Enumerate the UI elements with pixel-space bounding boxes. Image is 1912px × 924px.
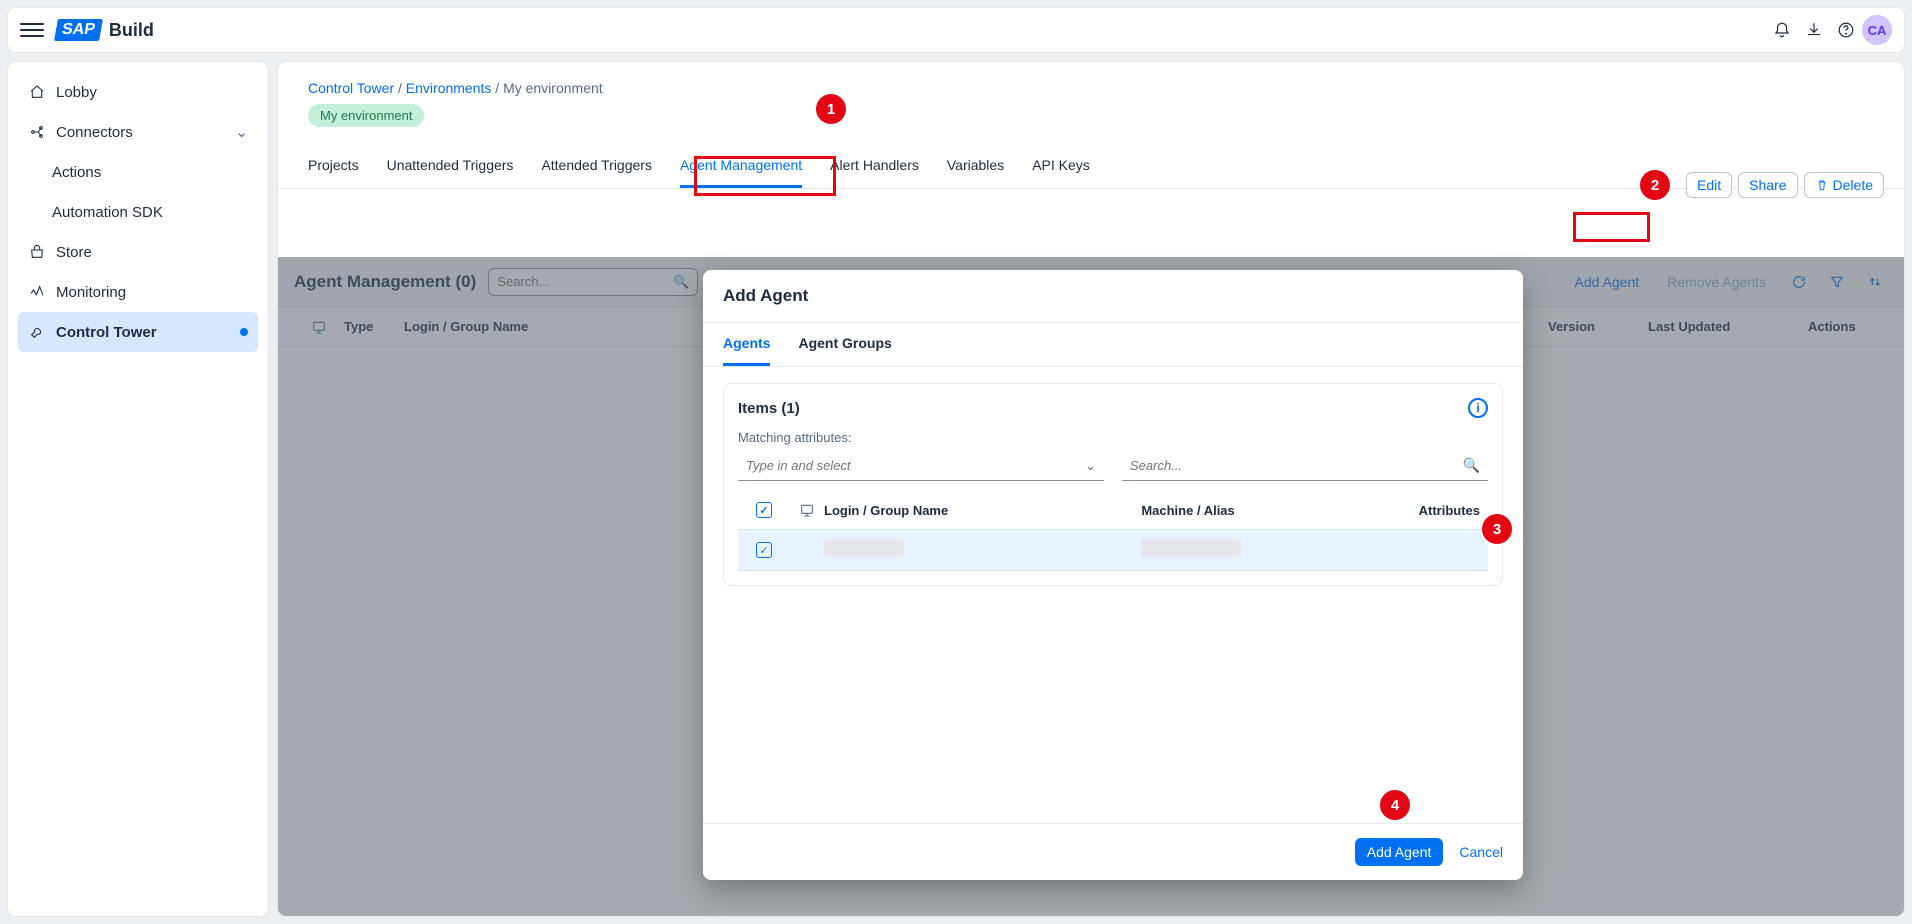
- delete-button[interactable]: Delete: [1804, 172, 1884, 198]
- share-button[interactable]: Share: [1738, 172, 1797, 198]
- dialog-title: Add Agent: [703, 270, 1523, 323]
- sap-logo: SAP: [54, 19, 103, 41]
- list-col-login: Login / Group Name: [824, 503, 1141, 518]
- sidebar: Lobby Connectors ⌄ Actions Automation SD…: [8, 62, 268, 916]
- items-panel: Items (1) i Matching attributes: ⌄ 🔍: [723, 383, 1503, 586]
- menu-toggle-icon[interactable]: [20, 18, 44, 42]
- list-col-machine: Machine / Alias: [1141, 503, 1368, 518]
- sidebar-item-connectors[interactable]: Connectors ⌄: [18, 112, 258, 152]
- dialog-add-agent-button[interactable]: Add Agent: [1355, 838, 1444, 866]
- breadcrumb-environments[interactable]: Environments: [406, 80, 492, 96]
- dialog-search-input[interactable]: [1130, 458, 1457, 473]
- sidebar-label: Control Tower: [56, 324, 157, 341]
- breadcrumb-root[interactable]: Control Tower: [308, 80, 394, 96]
- notification-icon[interactable]: [1766, 14, 1798, 46]
- tab-alert-handlers[interactable]: Alert Handlers: [830, 145, 919, 188]
- delete-label: Delete: [1833, 177, 1873, 193]
- tab-projects[interactable]: Projects: [308, 145, 359, 188]
- breadcrumb: Control Tower / Environments / My enviro…: [308, 80, 1874, 96]
- info-icon[interactable]: i: [1468, 398, 1488, 418]
- wrench-icon: [28, 323, 46, 341]
- row-checkbox[interactable]: [756, 542, 772, 558]
- page-header: Control Tower / Environments / My enviro…: [278, 62, 1904, 127]
- dialog-search[interactable]: 🔍: [1122, 451, 1488, 481]
- combobox-input[interactable]: [746, 458, 1079, 473]
- redacted-login: [824, 539, 904, 557]
- dialog-body: Items (1) i Matching attributes: ⌄ 🔍: [703, 367, 1523, 823]
- header-actions: Edit Share Delete: [1686, 172, 1884, 198]
- connectors-icon: [28, 123, 46, 141]
- page-tabs: Projects Unattended Triggers Attended Tr…: [278, 145, 1904, 189]
- edit-button[interactable]: Edit: [1686, 172, 1732, 198]
- dialog-tabs: Agents Agent Groups: [703, 323, 1523, 367]
- dialog-footer: Add Agent Cancel: [703, 823, 1523, 880]
- monitoring-icon: [28, 283, 46, 301]
- items-title: Items (1): [738, 400, 800, 417]
- tab-unattended-triggers[interactable]: Unattended Triggers: [387, 145, 514, 188]
- sidebar-item-control-tower[interactable]: Control Tower: [18, 312, 258, 352]
- tab-variables[interactable]: Variables: [947, 145, 1004, 188]
- store-icon: [28, 243, 46, 261]
- brand-logo[interactable]: SAP Build: [56, 19, 154, 41]
- sidebar-item-lobby[interactable]: Lobby: [18, 72, 258, 112]
- chevron-down-icon: ⌄: [235, 123, 248, 141]
- environment-chip: My environment: [308, 104, 424, 127]
- sidebar-label: Automation SDK: [52, 204, 163, 221]
- attributes-combobox[interactable]: ⌄: [738, 451, 1104, 481]
- sidebar-item-actions[interactable]: Actions: [18, 152, 258, 192]
- download-icon[interactable]: [1798, 14, 1830, 46]
- list-col-attributes: Attributes: [1368, 503, 1488, 518]
- sidebar-label: Lobby: [56, 84, 97, 101]
- add-agent-dialog: Add Agent Agents Agent Groups Items (1) …: [703, 270, 1523, 880]
- build-wordmark: Build: [109, 20, 154, 41]
- list-header: Login / Group Name Machine / Alias Attri…: [738, 491, 1488, 529]
- dialog-tab-agents[interactable]: Agents: [723, 323, 770, 366]
- sidebar-label: Connectors: [56, 124, 133, 141]
- home-icon: [28, 83, 46, 101]
- tab-agent-management[interactable]: Agent Management: [680, 145, 802, 188]
- trash-icon: [1815, 178, 1829, 192]
- sidebar-item-automation-sdk[interactable]: Automation SDK: [18, 192, 258, 232]
- tab-api-keys[interactable]: API Keys: [1032, 145, 1090, 188]
- sidebar-item-monitoring[interactable]: Monitoring: [18, 272, 258, 312]
- col-type-icon: [790, 502, 824, 518]
- breadcrumb-current: My environment: [503, 80, 603, 96]
- agents-list: Login / Group Name Machine / Alias Attri…: [738, 491, 1488, 571]
- active-indicator-dot: [240, 328, 248, 336]
- sidebar-item-store[interactable]: Store: [18, 232, 258, 272]
- chevron-down-icon: ⌄: [1085, 458, 1096, 474]
- sidebar-label: Store: [56, 244, 92, 261]
- shell-bar: SAP Build CA: [8, 8, 1904, 52]
- sidebar-label: Actions: [52, 164, 101, 181]
- search-icon: 🔍: [1463, 457, 1480, 474]
- help-icon[interactable]: [1830, 14, 1862, 46]
- matching-label: Matching attributes:: [738, 430, 1488, 445]
- redacted-machine: [1141, 539, 1241, 557]
- dialog-cancel-button[interactable]: Cancel: [1459, 844, 1503, 860]
- avatar[interactable]: CA: [1862, 15, 1892, 45]
- select-all-checkbox[interactable]: [756, 502, 772, 518]
- tab-attended-triggers[interactable]: Attended Triggers: [541, 145, 652, 188]
- dialog-tab-agent-groups[interactable]: Agent Groups: [798, 323, 891, 366]
- sidebar-label: Monitoring: [56, 284, 126, 301]
- list-row[interactable]: [738, 529, 1488, 571]
